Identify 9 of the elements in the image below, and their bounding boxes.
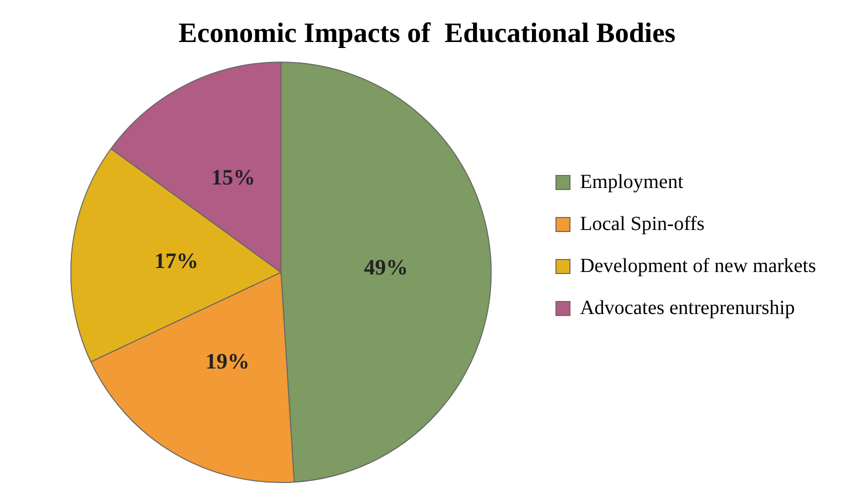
legend-label: Advocates entreprenurship [580, 296, 795, 319]
data-label: 17% [154, 248, 198, 274]
chart-title: Economic Impacts of Educational Bodies [178, 18, 676, 50]
legend-label: Employment [580, 170, 684, 193]
data-label: 15% [211, 164, 256, 190]
data-label: 19% [205, 348, 250, 374]
data-label: 49% [364, 254, 408, 280]
legend-label: Local Spin-offs [580, 212, 705, 235]
legend-label: Development of new markets [580, 254, 816, 277]
